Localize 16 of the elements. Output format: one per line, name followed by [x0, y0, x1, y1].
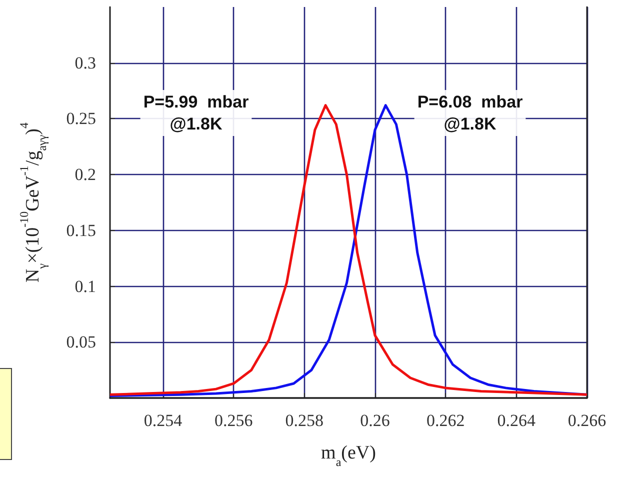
- annotation: P=6.08 mbar @1.8K: [417, 92, 524, 134]
- x-tick-label: 0.26: [360, 411, 390, 430]
- y-tick-label: 0.2: [74, 165, 96, 184]
- y-tick-label: 0.3: [74, 53, 96, 72]
- y-tick-label: 0.15: [66, 220, 96, 240]
- x-tick-label: 0.256: [214, 411, 253, 430]
- text: Nγ×(10-10GeV-1/gaγγ)4: [17, 122, 49, 282]
- x-tick-label: 0.254: [144, 411, 183, 430]
- x-tick-label: 0.262: [426, 411, 465, 430]
- y-tick-label: 0.25: [66, 109, 96, 128]
- x-tick-label: 0.264: [497, 411, 536, 430]
- annotation: P=5.99 mbar @1.8K: [143, 92, 250, 134]
- x-tick-label: 0.266: [568, 411, 606, 430]
- y-tick-label: 0.05: [66, 332, 96, 352]
- y-tick-label: 0.1: [74, 276, 96, 296]
- x-tick-label: 0.258: [285, 411, 324, 430]
